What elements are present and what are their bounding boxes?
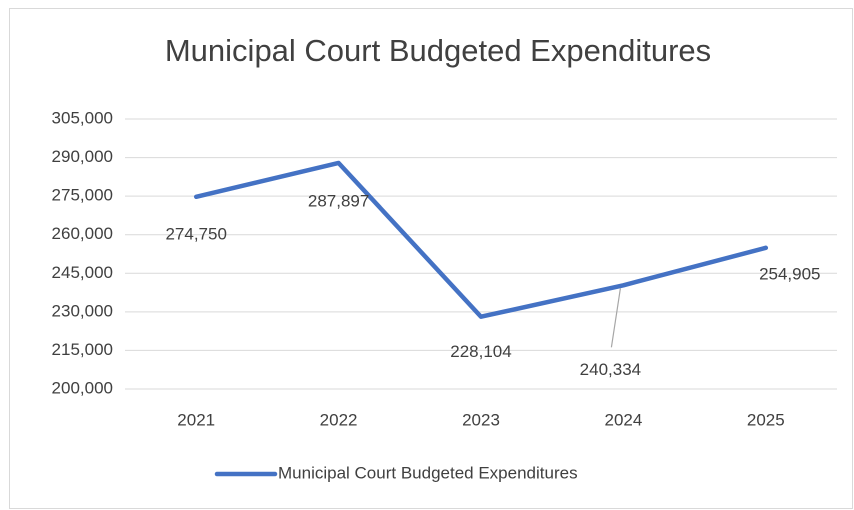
y-tick-label: 200,000 bbox=[52, 378, 113, 397]
x-tick-label: 2025 bbox=[747, 410, 785, 429]
data-label: 287,897 bbox=[308, 191, 369, 210]
x-tick-label: 2024 bbox=[604, 410, 642, 429]
x-tick-label: 2021 bbox=[177, 410, 215, 429]
y-tick-label: 260,000 bbox=[52, 224, 113, 243]
y-tick-label: 275,000 bbox=[52, 186, 113, 205]
data-label: 240,334 bbox=[580, 360, 641, 379]
y-tick-label: 305,000 bbox=[52, 108, 113, 127]
x-tick-label: 2023 bbox=[462, 410, 500, 429]
chart-title: Municipal Court Budgeted Expenditures bbox=[165, 33, 711, 68]
y-tick-label: 290,000 bbox=[52, 147, 113, 166]
data-label: 274,750 bbox=[165, 224, 226, 243]
y-tick-label: 245,000 bbox=[52, 263, 113, 282]
data-label: 254,905 bbox=[759, 264, 820, 283]
data-label: 228,104 bbox=[450, 342, 511, 361]
chart-border bbox=[9, 8, 853, 509]
y-tick-label: 230,000 bbox=[52, 301, 113, 320]
legend-label: Municipal Court Budgeted Expenditures bbox=[278, 463, 578, 482]
x-tick-label: 2022 bbox=[320, 410, 358, 429]
series-line bbox=[193, 160, 769, 319]
leader-line bbox=[610, 288, 621, 348]
y-tick-label: 215,000 bbox=[52, 340, 113, 359]
